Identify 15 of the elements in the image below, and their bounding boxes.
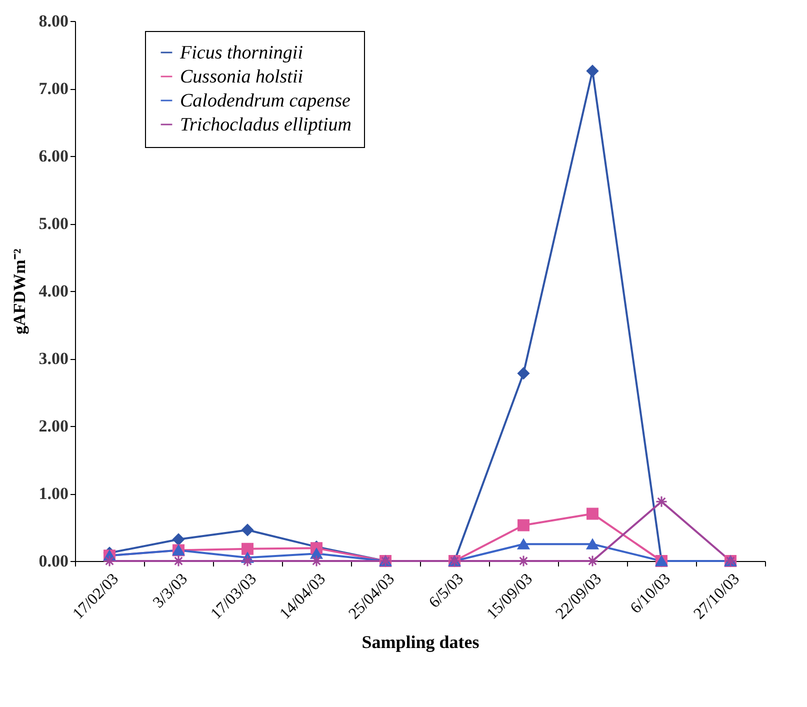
y-tick-label: 2.00: [38, 416, 68, 436]
legend-label: Trichocladus elliptium: [180, 114, 352, 136]
legend-label: Ficus thorningii: [179, 42, 303, 64]
y-tick-label: 0.00: [38, 552, 68, 570]
x-axis-title: Sampling dates: [362, 632, 480, 652]
legend-label: Cussonia holstii: [180, 66, 303, 88]
y-tick-label: 1.00: [38, 484, 68, 503]
y-tick-label: 7.00: [38, 79, 68, 98]
y-tick-label: 3.00: [38, 349, 68, 368]
y-tick-label: 8.00: [38, 12, 68, 30]
y-tick-label: 5.00: [38, 214, 68, 233]
y-axis-title: gAFDWm⁻²: [10, 248, 29, 334]
legend-label: Calodendrum capense: [180, 90, 350, 112]
y-tick-label: 4.00: [38, 282, 68, 300]
y-tick-label: 6.00: [38, 146, 68, 166]
